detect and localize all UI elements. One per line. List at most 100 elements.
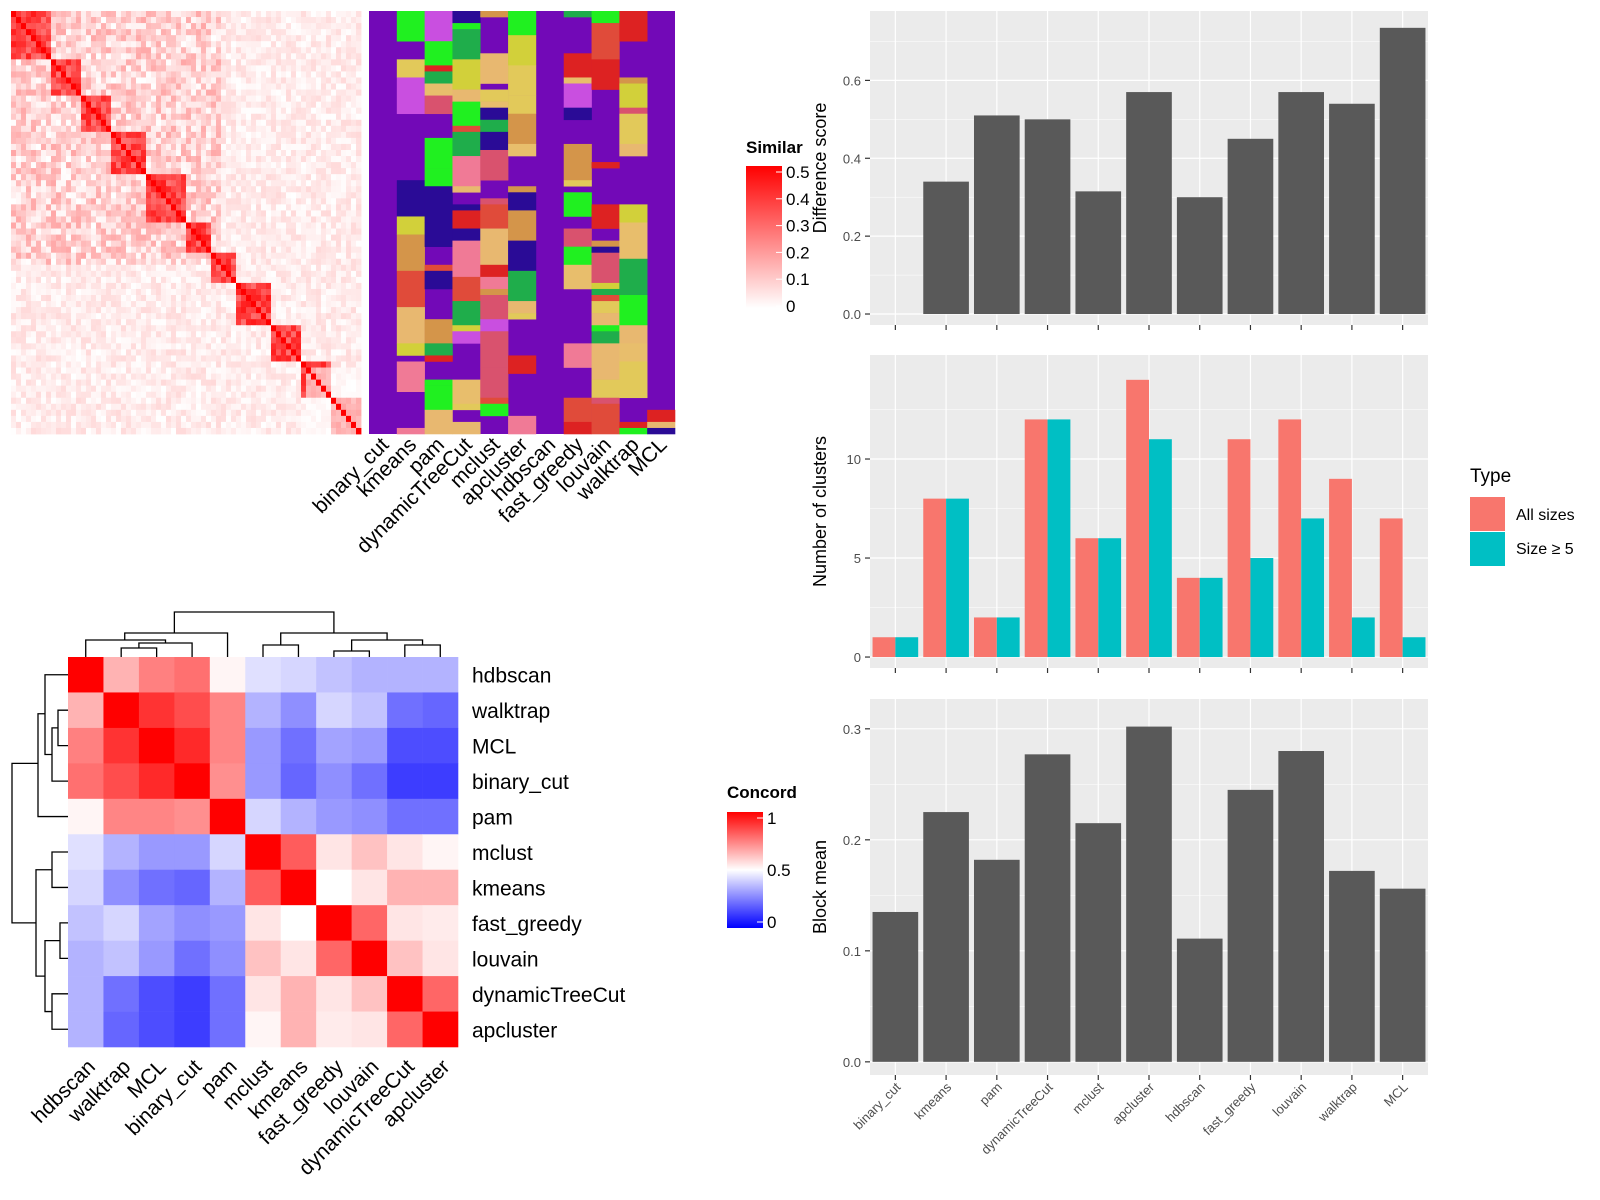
similarity-cell bbox=[146, 307, 152, 314]
similarity-cell bbox=[241, 41, 247, 48]
similarity-cell bbox=[116, 156, 122, 163]
similarity-cell bbox=[326, 11, 332, 18]
similarity-cell bbox=[341, 252, 347, 260]
similarity-cell bbox=[346, 325, 352, 332]
similarity-cell bbox=[16, 174, 22, 181]
similarity-cell bbox=[286, 89, 292, 96]
similarity-cell bbox=[316, 295, 322, 302]
similarity-cell bbox=[61, 325, 67, 332]
similarity-cell bbox=[76, 168, 82, 175]
similarity-cell bbox=[116, 17, 122, 24]
similarity-cell bbox=[246, 379, 252, 387]
similarity-cell bbox=[181, 258, 187, 266]
similarity-cell bbox=[311, 276, 317, 284]
similarity-cell bbox=[26, 41, 32, 48]
similarity-cell bbox=[266, 355, 272, 362]
similarity-cell bbox=[16, 403, 22, 411]
similarity-cell bbox=[286, 331, 292, 338]
similarity-cell bbox=[141, 168, 147, 175]
similarity-cell bbox=[281, 119, 287, 127]
similarity-cell bbox=[271, 101, 277, 109]
similarity-cell bbox=[181, 276, 187, 284]
similarity-cell bbox=[96, 180, 102, 187]
similarity-cell bbox=[131, 391, 137, 399]
similarity-cell bbox=[126, 216, 132, 223]
similarity-cell bbox=[171, 276, 177, 284]
similarity-cell bbox=[261, 313, 267, 320]
similarity-cell bbox=[111, 234, 117, 242]
similarity-cell bbox=[341, 282, 347, 290]
similarity-cell bbox=[226, 149, 232, 157]
similarity-cell bbox=[101, 210, 107, 217]
similarity-cell bbox=[171, 385, 177, 393]
similarity-cell bbox=[321, 131, 327, 139]
similarity-cell bbox=[256, 174, 262, 181]
similarity-cell bbox=[136, 276, 142, 284]
similarity-cell bbox=[141, 192, 147, 199]
similarity-cell bbox=[226, 258, 232, 266]
similarity-cell bbox=[81, 391, 87, 399]
similarity-cell bbox=[341, 137, 347, 145]
similarity-cell bbox=[11, 367, 17, 374]
similarity-cell bbox=[226, 415, 232, 423]
similarity-cell bbox=[96, 216, 102, 223]
similarity-cell bbox=[41, 47, 47, 54]
similarity-cell bbox=[26, 325, 32, 332]
similarity-cell bbox=[166, 403, 172, 411]
similarity-cell bbox=[251, 397, 257, 405]
similarity-cell bbox=[216, 258, 222, 266]
similarity-cell bbox=[151, 385, 157, 393]
similarity-cell bbox=[241, 270, 247, 278]
similarity-cell bbox=[291, 198, 297, 205]
similarity-cell bbox=[211, 228, 217, 235]
similarity-cell bbox=[131, 65, 137, 72]
similarity-cell bbox=[91, 288, 97, 296]
similarity-cell bbox=[21, 361, 27, 368]
similarity-cell bbox=[356, 180, 362, 187]
similarity-cell bbox=[81, 270, 87, 278]
similarity-cell bbox=[211, 379, 217, 387]
similarity-cell bbox=[126, 295, 132, 302]
similarity-cell bbox=[166, 11, 172, 18]
similarity-cell bbox=[16, 210, 22, 217]
similarity-cell bbox=[61, 125, 67, 133]
similarity-cell bbox=[216, 276, 222, 284]
similarity-cell bbox=[106, 307, 112, 314]
similarity-cell bbox=[141, 59, 147, 66]
similarity-cell bbox=[46, 307, 52, 314]
similarity-cell bbox=[316, 101, 322, 109]
similarity-cell bbox=[16, 282, 22, 290]
similarity-cell bbox=[201, 307, 207, 314]
similarity-cell bbox=[351, 234, 357, 242]
similarity-cell bbox=[136, 95, 142, 103]
similarity-cell bbox=[356, 355, 362, 362]
similarity-cell bbox=[291, 59, 297, 66]
similarity-cell bbox=[26, 421, 32, 429]
similarity-cell bbox=[146, 397, 152, 405]
similarity-cell bbox=[306, 89, 312, 96]
similarity-cell bbox=[41, 319, 47, 326]
similarity-cell bbox=[291, 409, 297, 417]
assignment-cell bbox=[508, 143, 537, 157]
similarity-cell bbox=[336, 186, 342, 193]
assignment-cell bbox=[396, 234, 425, 272]
similarity-cell bbox=[356, 282, 362, 290]
similarity-cell bbox=[351, 11, 357, 18]
similarity-cell bbox=[311, 421, 317, 429]
similarity-cell bbox=[91, 149, 97, 157]
similarity-cell bbox=[326, 379, 332, 387]
similarity-cell bbox=[256, 313, 262, 320]
similarity-cell bbox=[151, 149, 157, 157]
similarity-cell bbox=[216, 379, 222, 387]
similarity-cell bbox=[246, 180, 252, 187]
similarity-cell bbox=[46, 35, 52, 42]
similarity-cell bbox=[51, 131, 57, 139]
similarity-cell bbox=[146, 258, 152, 266]
similarity-cell bbox=[141, 234, 147, 242]
similarity-cell bbox=[216, 307, 222, 314]
similarity-cell bbox=[351, 313, 357, 320]
similarity-cell bbox=[246, 252, 252, 260]
similarity-cell bbox=[271, 222, 277, 229]
similarity-cell bbox=[351, 295, 357, 302]
similarity-cell bbox=[226, 162, 232, 169]
